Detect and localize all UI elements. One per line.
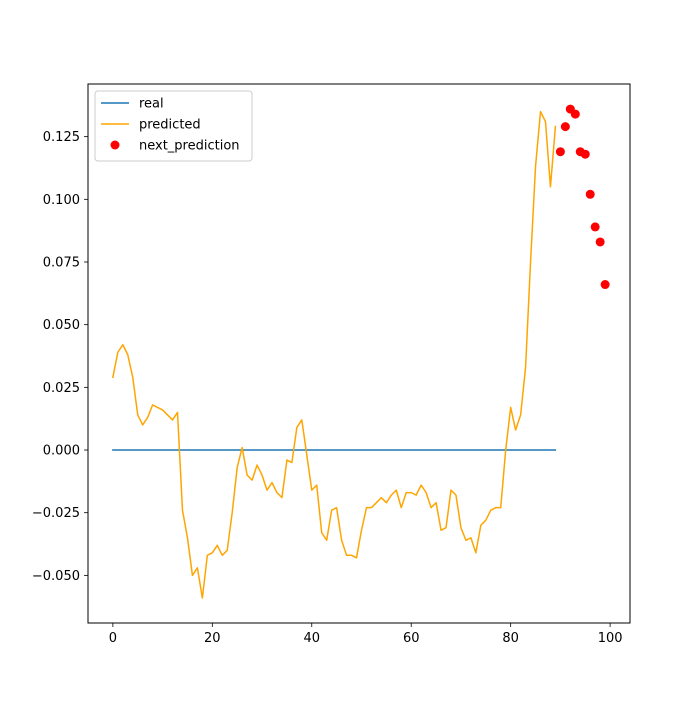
y-tick-label: 0.050 [43,318,80,333]
legend-marker-swatch [110,140,120,150]
y-tick-label: 0.100 [43,193,80,208]
legend-label: next_prediction [139,139,240,154]
scatter-point [595,237,605,247]
legend-item-real: real [101,97,164,112]
legend-item-predicted: predicted [101,118,201,133]
scatter-point [600,280,610,290]
plot-area-background [88,84,630,623]
y-axis: −0.050 −0.025 0.000 0.025 0.050 0.075 0.100 0.1… [32,130,88,584]
series-line-predicted [111,110,557,599]
scatter-point [570,109,580,119]
y-tick-label: −0.050 [32,569,80,584]
x-tick-label: 40 [303,631,320,646]
legend-label: real [139,97,164,112]
series-predicted [111,110,557,599]
x-tick-label: 20 [204,631,221,646]
series-layer [111,104,610,599]
legend-item-next-prediction: next_prediction [110,139,240,154]
scatter-point [560,122,570,132]
y-tick-label: 0.000 [43,444,80,459]
x-tick-label: 80 [502,631,519,646]
legend-label: predicted [139,118,201,133]
x-tick-label: 0 [109,631,117,646]
y-tick-label: 0.125 [43,130,80,145]
y-tick-label: 0.025 [43,381,80,396]
legend-box [94,90,253,162]
y-tick-label: 0.075 [43,255,80,270]
scatter-point [555,147,565,157]
x-tick-label: 100 [598,631,623,646]
x-tick-label: 60 [403,631,420,646]
scatter-point [585,189,595,199]
x-axis: 0 20 40 60 80 100 [109,623,623,646]
scatter-point [590,222,600,232]
series-next-prediction [555,104,610,290]
scatter-point [580,149,590,159]
legend: real predicted next_prediction [94,90,253,162]
y-tick-label: −0.025 [32,506,80,521]
plot-frame [87,83,631,624]
